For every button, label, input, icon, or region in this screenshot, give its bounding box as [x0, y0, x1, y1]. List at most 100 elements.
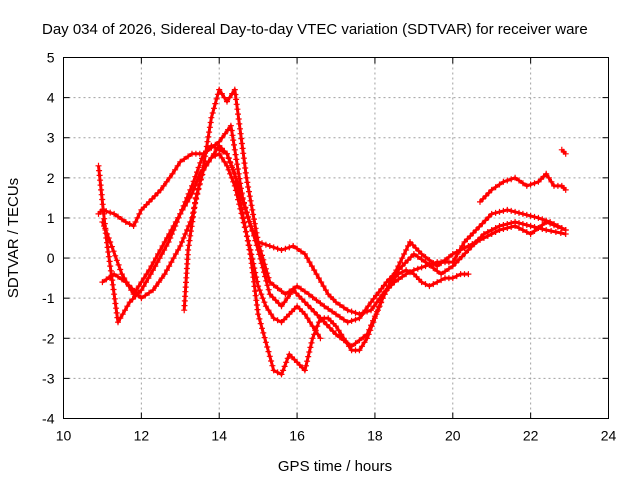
data-point [356, 347, 363, 354]
data-point [229, 132, 236, 139]
data-point [163, 267, 170, 274]
data-point [336, 313, 343, 320]
data-point [426, 257, 433, 264]
data-point [359, 343, 365, 350]
data-point [103, 235, 110, 241]
data-point [243, 174, 250, 181]
data-point [265, 286, 272, 293]
data-point [314, 331, 321, 338]
data-point [227, 158, 234, 165]
data-point [231, 146, 238, 153]
data-point [452, 255, 459, 262]
data-point [107, 209, 114, 216]
data-point [329, 328, 336, 335]
data-point [464, 236, 471, 242]
data-point [301, 311, 308, 318]
data-point [405, 257, 411, 264]
data-point [163, 243, 170, 249]
data-point [461, 239, 468, 245]
data-point [438, 277, 445, 284]
data-point [259, 325, 265, 332]
data-point [133, 287, 140, 294]
data-point [294, 245, 301, 252]
data-point [165, 239, 172, 245]
data-point [103, 276, 110, 283]
data-point [531, 213, 538, 220]
data-point [418, 251, 425, 257]
data-point [146, 198, 153, 205]
data-point [153, 283, 159, 290]
data-point [315, 275, 322, 282]
data-point [140, 283, 147, 290]
x-tick-label: 20 [445, 428, 461, 444]
data-point [236, 120, 243, 127]
data-point [247, 247, 254, 253]
data-point [157, 186, 164, 193]
data-point [395, 263, 402, 270]
data-point [253, 274, 260, 281]
data-point [473, 227, 480, 233]
data-point [111, 291, 118, 298]
data-point [381, 291, 388, 298]
data-point [258, 291, 265, 298]
data-point [496, 227, 503, 233]
data-point [122, 219, 129, 225]
data-point [125, 283, 132, 290]
data-point [562, 150, 569, 157]
data-point [218, 154, 225, 161]
data-point [180, 235, 187, 241]
data-point [333, 331, 339, 338]
data-point [123, 279, 130, 286]
data-point [305, 291, 312, 298]
data-point [243, 209, 250, 216]
data-point [248, 202, 255, 209]
data-point [237, 130, 244, 137]
data-point [370, 295, 377, 302]
data-point [230, 178, 237, 185]
data-point [147, 271, 154, 278]
data-point [322, 287, 329, 294]
data-point [192, 194, 199, 201]
data-point [233, 156, 240, 163]
data-point [237, 180, 244, 187]
data-point [117, 266, 124, 273]
data-point [482, 192, 489, 199]
data-point [190, 186, 197, 193]
data-point [457, 247, 464, 253]
data-point [126, 299, 133, 306]
data-point [313, 297, 320, 304]
data-point [117, 315, 124, 322]
data-point [185, 242, 192, 249]
data-point [199, 155, 205, 162]
data-point [364, 335, 371, 342]
data-point [430, 281, 437, 288]
data-point [203, 162, 210, 169]
data-point [401, 251, 408, 257]
data-point [256, 315, 263, 322]
data-point [245, 213, 252, 220]
data-point [485, 189, 492, 196]
data-point [523, 229, 530, 235]
data-point [245, 184, 252, 190]
data-point [244, 179, 251, 186]
y-tick-label: -4 [42, 411, 55, 427]
y-tick-label: 1 [47, 210, 55, 226]
data-point [260, 329, 267, 336]
data-point [221, 94, 228, 101]
data-point [399, 255, 406, 262]
data-point [216, 86, 223, 93]
data-point [488, 231, 495, 237]
data-point [108, 243, 115, 250]
data-point [142, 292, 149, 299]
data-point [535, 225, 542, 231]
data-point [234, 166, 241, 172]
data-point [161, 271, 168, 278]
data-point [109, 277, 116, 284]
data-point [352, 316, 359, 323]
data-point [488, 210, 495, 217]
data-point [477, 198, 483, 205]
data-point [344, 319, 351, 326]
series-trace-6 [477, 170, 569, 205]
data-point [138, 287, 145, 294]
data-point [205, 158, 212, 165]
